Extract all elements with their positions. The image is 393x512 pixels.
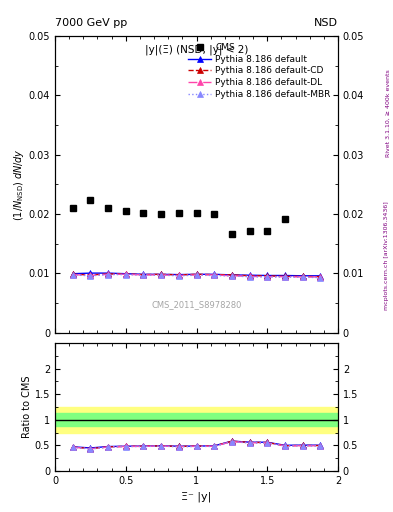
CMS — [176, 210, 181, 216]
Pythia 8.186 default-MBR — [176, 273, 181, 279]
Pythia 8.186 default — [194, 271, 199, 278]
Pythia 8.186 default — [318, 273, 323, 279]
CMS — [106, 205, 110, 211]
Pythia 8.186 default-DL — [88, 272, 93, 279]
Pythia 8.186 default — [283, 272, 287, 279]
Pythia 8.186 default-MBR — [283, 274, 287, 280]
CMS — [247, 227, 252, 233]
Y-axis label: $(1/N_{\rm NSD})\;dN/dy$: $(1/N_{\rm NSD})\;dN/dy$ — [12, 148, 26, 221]
CMS — [88, 197, 93, 203]
CMS — [230, 230, 234, 237]
Pythia 8.186 default-DL — [123, 271, 128, 278]
Y-axis label: Ratio to CMS: Ratio to CMS — [22, 376, 32, 438]
Pythia 8.186 default-DL — [70, 271, 75, 278]
Pythia 8.186 default-MBR — [212, 272, 217, 279]
Pythia 8.186 default-DL — [247, 273, 252, 280]
Pythia 8.186 default-MBR — [194, 272, 199, 278]
Pythia 8.186 default-CD — [194, 271, 199, 278]
Legend: CMS, Pythia 8.186 default, Pythia 8.186 default-CD, Pythia 8.186 default-DL, Pyt: CMS, Pythia 8.186 default, Pythia 8.186 … — [185, 40, 334, 101]
Pythia 8.186 default-DL — [283, 273, 287, 280]
Pythia 8.186 default-MBR — [318, 274, 323, 281]
Text: mcplots.cern.ch [arXiv:1306.3436]: mcplots.cern.ch [arXiv:1306.3436] — [384, 202, 389, 310]
Pythia 8.186 default-MBR — [247, 273, 252, 280]
Pythia 8.186 default-MBR — [159, 272, 163, 278]
Text: NSD: NSD — [314, 18, 338, 28]
Pythia 8.186 default-CD — [212, 271, 217, 278]
Pythia 8.186 default-DL — [230, 273, 234, 279]
Pythia 8.186 default-DL — [194, 272, 199, 278]
Pythia 8.186 default-CD — [265, 273, 270, 279]
Pythia 8.186 default — [230, 272, 234, 278]
Pythia 8.186 default-MBR — [70, 272, 75, 278]
Pythia 8.186 default-CD — [70, 271, 75, 278]
Pythia 8.186 default — [70, 271, 75, 277]
Pythia 8.186 default — [141, 271, 146, 278]
CMS — [123, 208, 128, 214]
Text: Rivet 3.1.10, ≥ 400k events: Rivet 3.1.10, ≥ 400k events — [386, 69, 391, 157]
Pythia 8.186 default-MBR — [123, 271, 128, 278]
Line: Pythia 8.186 default-MBR: Pythia 8.186 default-MBR — [70, 272, 323, 281]
Pythia 8.186 default-MBR — [106, 271, 110, 278]
Pythia 8.186 default — [300, 273, 305, 279]
Pythia 8.186 default — [123, 271, 128, 277]
Pythia 8.186 default-DL — [159, 272, 163, 278]
Bar — [55, 407, 338, 433]
Pythia 8.186 default-CD — [123, 271, 128, 277]
Pythia 8.186 default-MBR — [230, 273, 234, 279]
CMS — [283, 216, 287, 222]
Text: |y|(Ξ) (NSD, |y| < 2): |y|(Ξ) (NSD, |y| < 2) — [145, 45, 248, 55]
CMS — [194, 210, 199, 216]
Pythia 8.186 default — [88, 270, 93, 276]
Pythia 8.186 default-DL — [318, 274, 323, 280]
X-axis label: Ξ⁻ |y|: Ξ⁻ |y| — [182, 492, 211, 502]
Pythia 8.186 default — [265, 272, 270, 279]
Pythia 8.186 default-DL — [176, 272, 181, 279]
Pythia 8.186 default — [176, 271, 181, 278]
Pythia 8.186 default-CD — [106, 271, 110, 277]
CMS — [159, 211, 163, 217]
Pythia 8.186 default-MBR — [265, 274, 270, 280]
Pythia 8.186 default-CD — [159, 271, 163, 278]
Line: Pythia 8.186 default-DL: Pythia 8.186 default-DL — [70, 271, 323, 280]
Pythia 8.186 default-CD — [176, 272, 181, 278]
Pythia 8.186 default — [247, 272, 252, 278]
Pythia 8.186 default-CD — [247, 273, 252, 279]
Pythia 8.186 default-DL — [106, 271, 110, 278]
Pythia 8.186 default-CD — [318, 273, 323, 280]
CMS — [141, 210, 146, 216]
Line: Pythia 8.186 default-CD: Pythia 8.186 default-CD — [70, 271, 323, 280]
Pythia 8.186 default-DL — [212, 272, 217, 278]
Line: Pythia 8.186 default: Pythia 8.186 default — [70, 270, 323, 279]
Pythia 8.186 default-DL — [141, 272, 146, 278]
Pythia 8.186 default-CD — [300, 273, 305, 280]
CMS — [265, 227, 270, 233]
Text: CMS_2011_S8978280: CMS_2011_S8978280 — [151, 300, 242, 309]
Pythia 8.186 default-MBR — [300, 274, 305, 281]
Pythia 8.186 default-CD — [141, 271, 146, 278]
Pythia 8.186 default-MBR — [88, 273, 93, 279]
Pythia 8.186 default-CD — [88, 272, 93, 278]
Pythia 8.186 default-MBR — [141, 272, 146, 278]
CMS — [212, 211, 217, 217]
Pythia 8.186 default-CD — [230, 272, 234, 278]
Pythia 8.186 default-DL — [265, 273, 270, 280]
Line: CMS: CMS — [69, 197, 288, 237]
Bar — [55, 414, 338, 426]
Pythia 8.186 default-CD — [283, 273, 287, 280]
Pythia 8.186 default — [106, 270, 110, 276]
Pythia 8.186 default — [212, 271, 217, 278]
Text: 7000 GeV pp: 7000 GeV pp — [55, 18, 127, 28]
CMS — [70, 205, 75, 211]
Pythia 8.186 default-DL — [300, 274, 305, 280]
Pythia 8.186 default — [159, 271, 163, 278]
